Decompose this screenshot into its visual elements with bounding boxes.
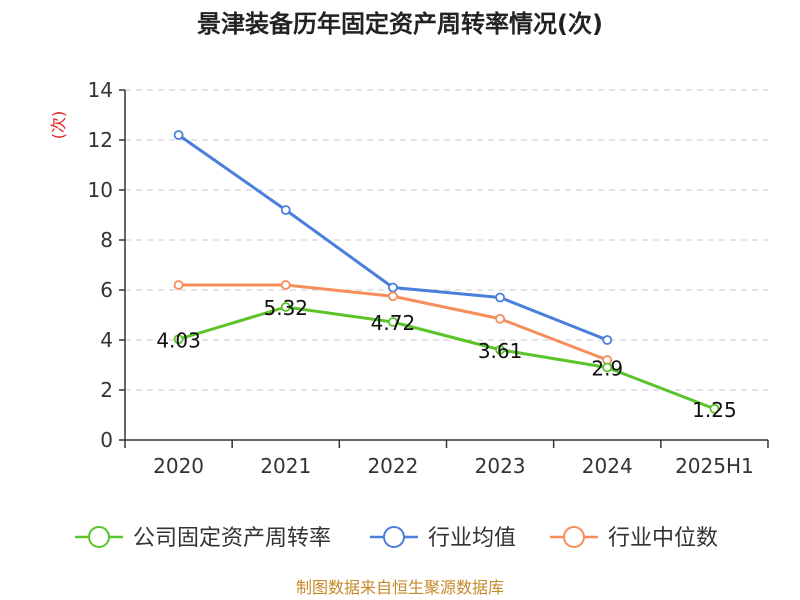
grid-lines [125,89,768,391]
y-tick-labels: 0 2 4 6 8 10 12 14 [88,78,113,452]
x-tick-labels: 2020 2021 2022 2023 2024 2025H1 [153,454,754,478]
x-tick-label: 2022 [367,454,418,478]
legend-marker [563,526,585,548]
y-tick-label: 14 [88,78,113,102]
data-point [280,280,291,290]
legend-marker [88,526,110,548]
data-point [388,317,398,327]
data-point [173,280,184,290]
data-point [280,205,291,215]
legend-item[interactable]: 公司固定资产周转率 [75,526,331,551]
y-tick-label: 2 [100,378,113,402]
data-label: 4.72 [371,311,416,335]
legend-marker [383,526,405,548]
data-point [709,403,720,414]
data-point [388,282,398,293]
data-label: 5.32 [263,296,308,320]
data-labels: 4.03 5.32 4.72 3.61 2.9 1.25 [156,296,736,422]
legend-label: 公司固定资产周转率 [133,526,331,551]
data-label: 1.25 [692,398,737,422]
data-label: 3.61 [478,339,523,363]
chart-title: 景津装备历年固定资产周转率情况(次) [197,10,603,38]
x-tick-label: 2025H1 [675,454,754,478]
data-point [602,362,613,373]
y-tick-label: 0 [100,428,113,452]
data-point [280,302,291,312]
x-tick-label: 2024 [582,454,633,478]
series-line [178,305,715,411]
x-tick-label: 2023 [475,454,526,478]
y-tick-label: 4 [100,328,113,352]
data-label: 4.03 [156,328,201,352]
source-note: 制图数据来自恒生聚源数据库 [296,578,504,597]
series-lines [173,130,720,414]
y-tick-label: 6 [100,278,113,302]
legend-label: 行业中位数 [608,526,718,551]
y-tick-label: 8 [100,228,113,252]
data-point [388,291,398,302]
data-point [173,334,184,345]
legend-label: 行业均值 [428,526,516,551]
data-label: 2.9 [591,357,623,381]
y-axis-label: (次) [49,111,68,140]
data-point [495,344,505,355]
axes [119,89,769,448]
legend-item[interactable]: 行业中位数 [550,526,718,551]
data-point [173,130,184,140]
x-tick-label: 2020 [153,454,204,478]
data-point [495,292,505,303]
series-line [177,133,608,342]
legend[interactable]: 公司固定资产周转率 行业均值 行业中位数 [75,526,718,551]
y-tick-label: 12 [88,128,113,152]
data-point [495,313,505,324]
y-tick-label: 10 [88,178,113,202]
x-tick-label: 2021 [260,454,311,478]
data-point [602,335,613,345]
legend-item[interactable]: 行业均值 [370,526,516,551]
